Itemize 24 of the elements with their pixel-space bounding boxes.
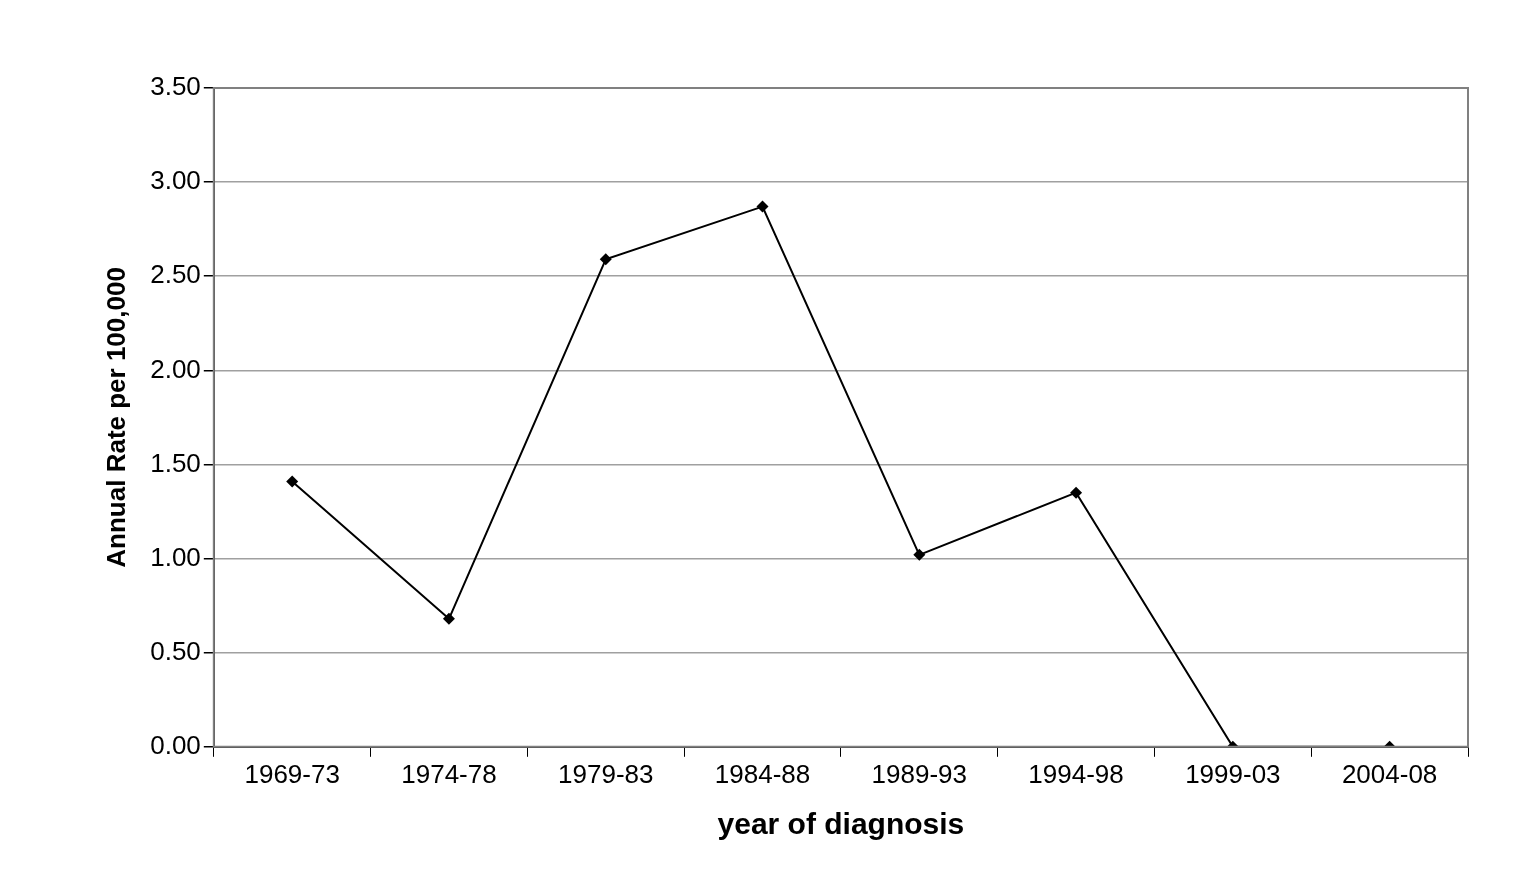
y-tick-label: 2.00 (150, 353, 201, 384)
x-tick-label: 1999-03 (1185, 758, 1281, 789)
y-tick-label: 1.00 (150, 541, 201, 572)
x-tick-label: 1969-73 (244, 758, 340, 789)
x-tick-label: 1979-83 (558, 758, 654, 789)
x-tick-label: 1994-98 (1028, 758, 1124, 789)
y-tick-label: 0.00 (150, 729, 201, 760)
x-axis-title: year of diagnosis (717, 807, 965, 841)
x-tick-label: 2004-08 (1341, 758, 1438, 789)
y-tick-label: 2.50 (150, 259, 201, 290)
x-tick-label: 1989-93 (871, 758, 967, 789)
y-tick-label: 3.00 (150, 165, 201, 196)
point (599, 253, 612, 266)
x-tick-label: 1974-78 (401, 758, 497, 789)
y-tick-label: 0.50 (150, 635, 201, 666)
point (1070, 486, 1083, 499)
point (913, 548, 926, 561)
y-tick-label: 1.50 (150, 447, 201, 478)
point (756, 200, 769, 213)
point (442, 612, 455, 625)
y-axis-title: Annual Rate per 100,000 (100, 267, 131, 568)
y-tick-label: 3.50 (150, 71, 201, 102)
point (286, 475, 299, 488)
x-tick-label: 1984-88 (714, 758, 811, 789)
